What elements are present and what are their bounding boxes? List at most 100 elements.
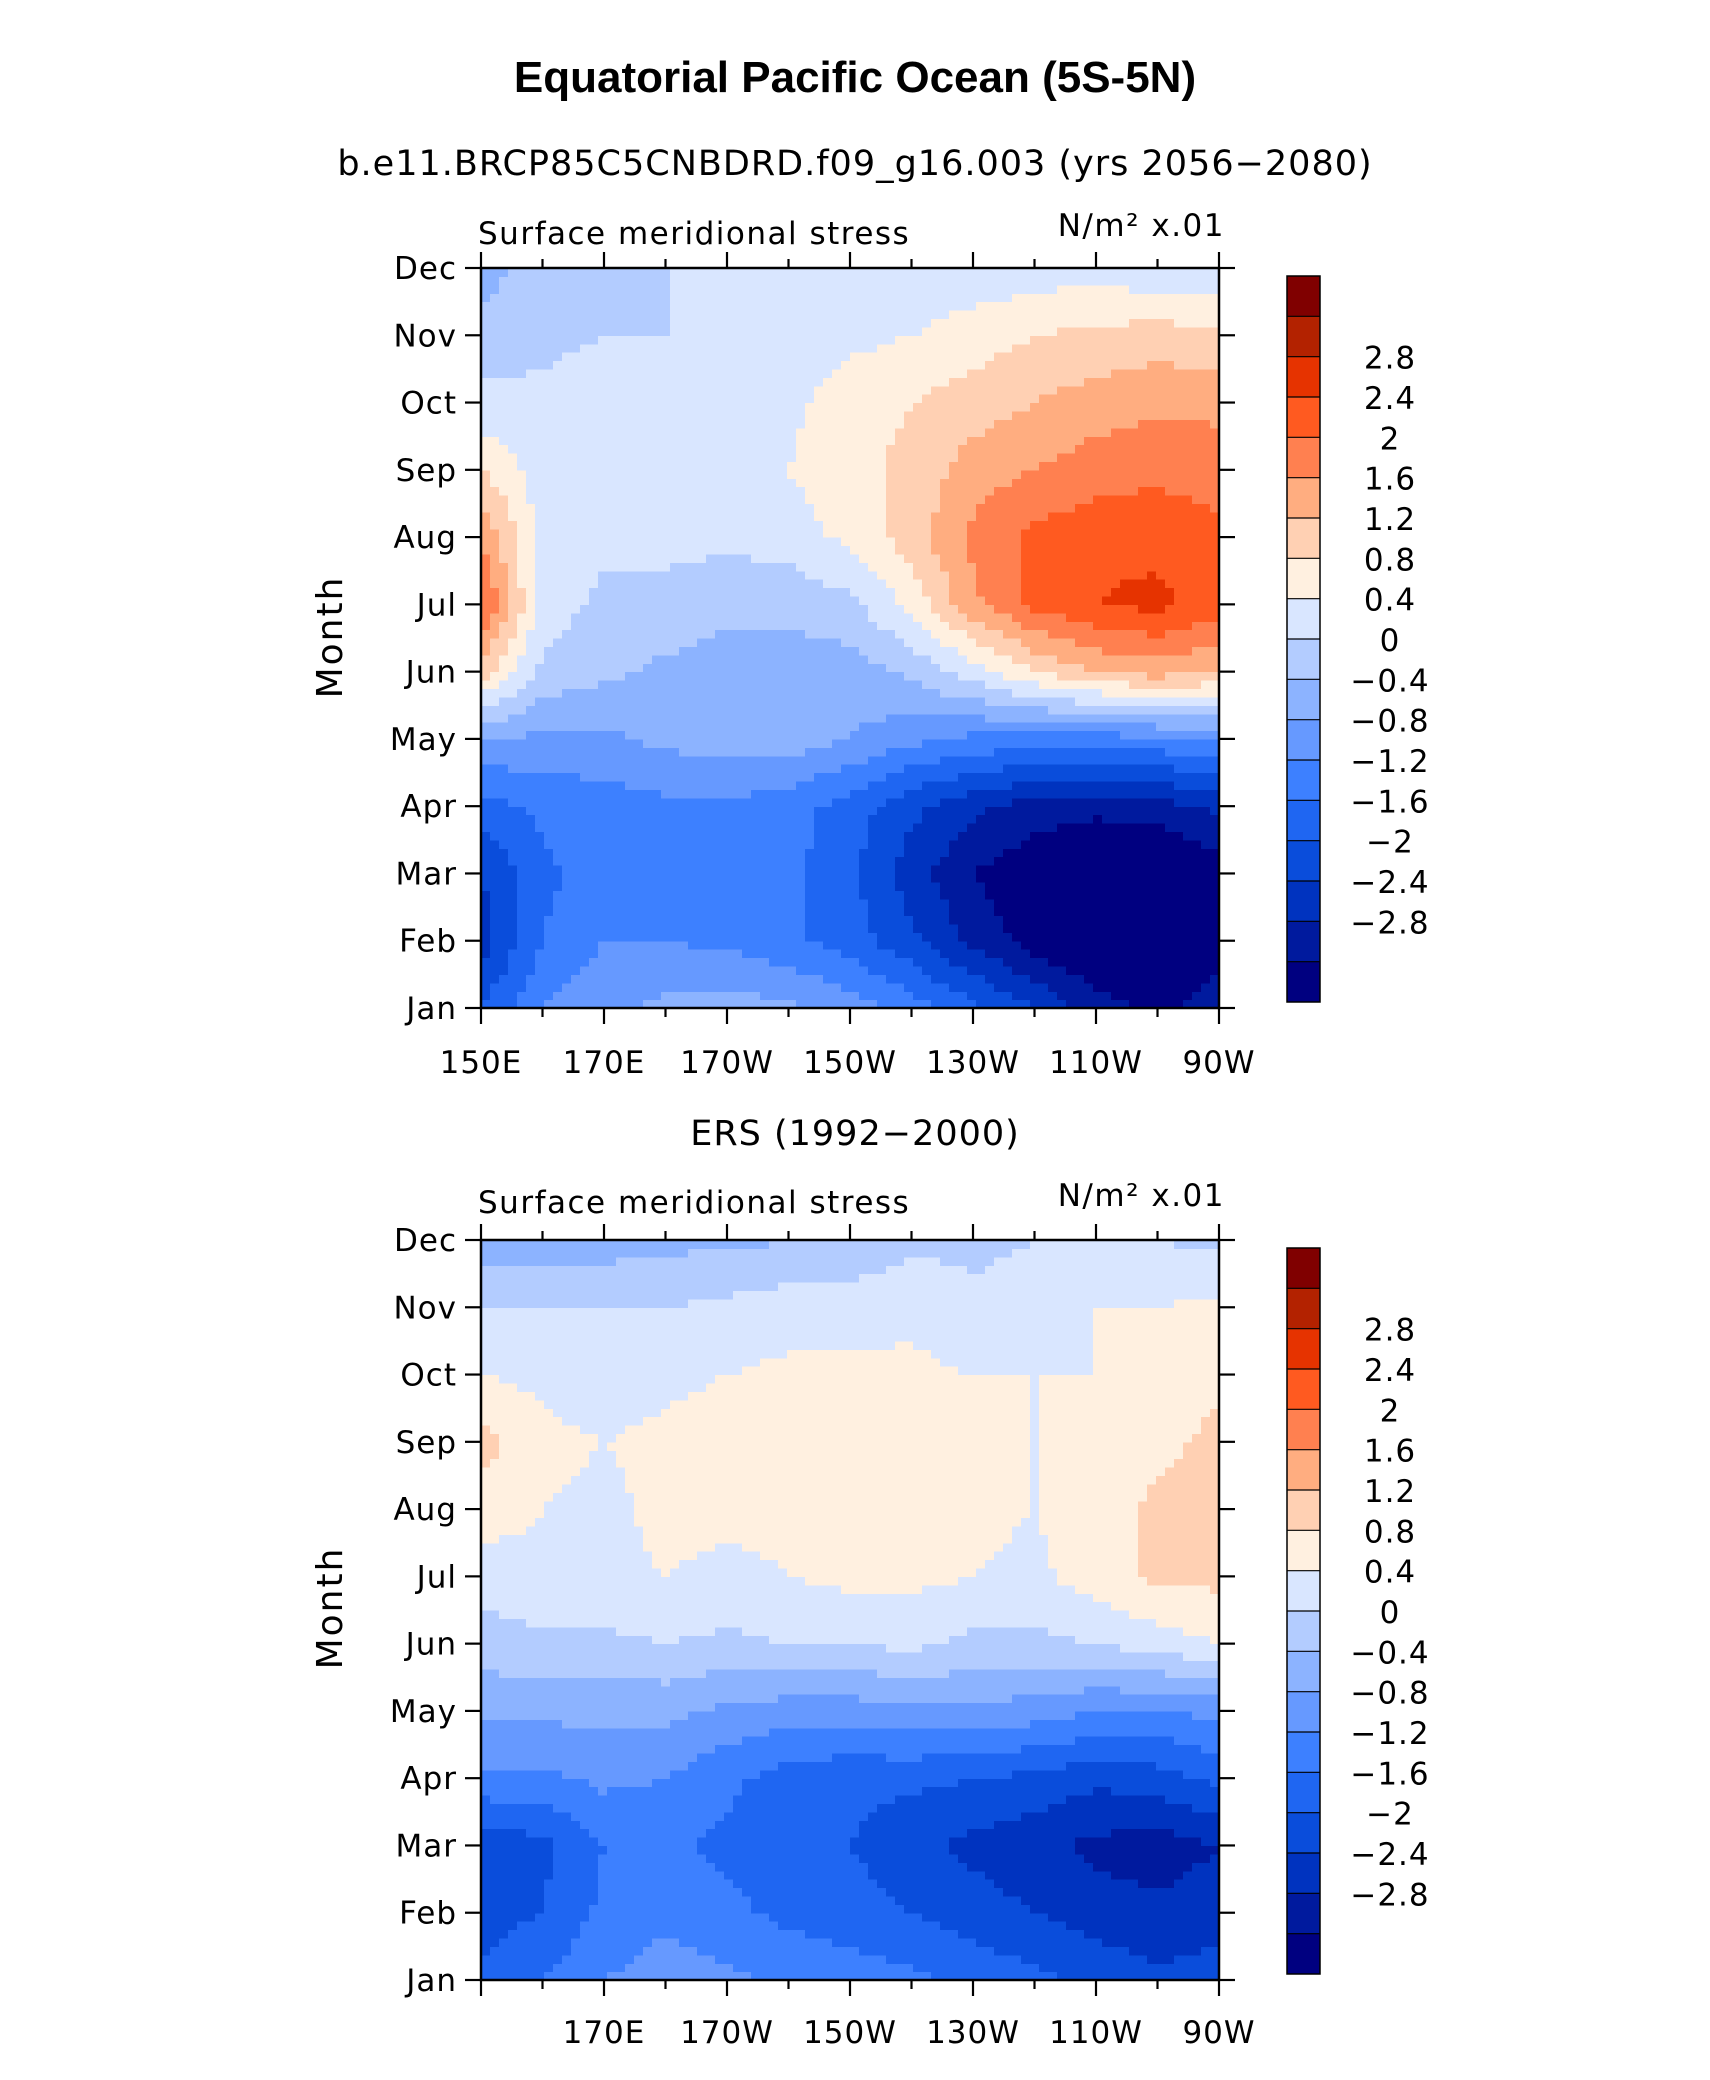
heatmap-cell bbox=[715, 511, 725, 521]
heatmap-cell bbox=[886, 839, 896, 849]
heatmap-cell bbox=[697, 747, 707, 757]
heatmap-cell bbox=[1147, 621, 1157, 631]
heatmap-cell bbox=[661, 881, 671, 891]
heatmap-cell bbox=[481, 982, 491, 992]
heatmap-cell bbox=[751, 780, 761, 790]
heatmap-cell bbox=[967, 915, 977, 925]
heatmap-cell bbox=[1156, 797, 1166, 807]
heatmap-cell bbox=[805, 747, 815, 757]
heatmap-cell bbox=[634, 974, 644, 984]
heatmap-cell bbox=[958, 865, 968, 875]
heatmap-cell bbox=[922, 671, 932, 681]
heatmap-cell bbox=[895, 856, 905, 866]
heatmap-cell bbox=[697, 923, 707, 933]
heatmap-cell bbox=[1111, 991, 1121, 1001]
heatmap-cell bbox=[841, 528, 851, 538]
heatmap-cell bbox=[1021, 680, 1031, 690]
heatmap-cell bbox=[940, 780, 950, 790]
heatmap-cell bbox=[1039, 705, 1049, 715]
heatmap-cell bbox=[490, 553, 500, 563]
heatmap-cell bbox=[967, 528, 977, 538]
heatmap-cell bbox=[796, 587, 806, 597]
heatmap-cell bbox=[1057, 553, 1067, 563]
heatmap-cell bbox=[670, 587, 680, 597]
heatmap-cell bbox=[1210, 772, 1220, 782]
heatmap-cell bbox=[967, 856, 977, 866]
heatmap-cell bbox=[976, 848, 986, 858]
heatmap-cell bbox=[787, 629, 797, 639]
heatmap-cell bbox=[949, 873, 959, 883]
heatmap-cell bbox=[688, 663, 698, 673]
heatmap-cell bbox=[1111, 839, 1121, 849]
heatmap-cell bbox=[994, 503, 1004, 513]
heatmap-cell bbox=[1093, 873, 1103, 883]
heatmap-cell bbox=[1183, 545, 1193, 555]
heatmap-cell bbox=[1030, 856, 1040, 866]
heatmap-cell bbox=[652, 848, 662, 858]
heatmap-cell bbox=[643, 520, 653, 530]
heatmap-cell bbox=[1102, 604, 1112, 614]
heatmap-cell bbox=[1030, 680, 1040, 690]
heatmap-cell bbox=[661, 528, 671, 538]
heatmap-cell bbox=[1039, 671, 1049, 681]
heatmap-cell bbox=[868, 898, 878, 908]
heatmap-cell bbox=[634, 949, 644, 959]
heatmap-cell bbox=[526, 957, 536, 967]
heatmap-cell bbox=[1120, 604, 1130, 614]
heatmap-cell bbox=[814, 873, 824, 883]
heatmap-cell bbox=[1129, 747, 1139, 757]
heatmap-cell bbox=[886, 595, 896, 605]
heatmap-cell bbox=[724, 991, 734, 1001]
heatmap-cell bbox=[724, 562, 734, 572]
heatmap-cell bbox=[958, 898, 968, 908]
heatmap-cell bbox=[1102, 654, 1112, 664]
heatmap-cell bbox=[508, 646, 518, 656]
heatmap-cell bbox=[1183, 814, 1193, 824]
heatmap-cell bbox=[544, 495, 554, 505]
heatmap-cell bbox=[517, 545, 527, 555]
heatmap-cell bbox=[625, 839, 635, 849]
heatmap-cell bbox=[913, 982, 923, 992]
heatmap-cell bbox=[544, 848, 554, 858]
heatmap-cell bbox=[985, 923, 995, 933]
heatmap-cell bbox=[949, 638, 959, 648]
heatmap-cell bbox=[1066, 520, 1076, 530]
heatmap-cell bbox=[1084, 940, 1094, 950]
heatmap-cell bbox=[1201, 865, 1211, 875]
heatmap-cell bbox=[508, 848, 518, 858]
heatmap-cell bbox=[688, 638, 698, 648]
heatmap-cell bbox=[589, 722, 599, 732]
heatmap-cell bbox=[553, 814, 563, 824]
heatmap-cell bbox=[652, 629, 662, 639]
heatmap-cell bbox=[553, 595, 563, 605]
heatmap-cell bbox=[499, 604, 509, 614]
heatmap-cell bbox=[1075, 562, 1085, 572]
heatmap-cell bbox=[1111, 747, 1121, 757]
heatmap-cell bbox=[616, 663, 626, 673]
heatmap-cell bbox=[589, 999, 599, 1009]
heatmap-cell bbox=[832, 646, 842, 656]
heatmap-cell bbox=[724, 545, 734, 555]
heatmap-cell bbox=[670, 629, 680, 639]
heatmap-cell bbox=[544, 747, 554, 757]
heatmap-cell bbox=[985, 738, 995, 748]
heatmap-cell bbox=[715, 696, 725, 706]
heatmap-cell bbox=[859, 890, 869, 900]
heatmap-cell bbox=[616, 991, 626, 1001]
heatmap-cell bbox=[1192, 503, 1202, 513]
heatmap-cell bbox=[1012, 982, 1022, 992]
heatmap-cell bbox=[796, 570, 806, 580]
heatmap-cell bbox=[967, 696, 977, 706]
heatmap-cell bbox=[1120, 553, 1130, 563]
heatmap-cell bbox=[949, 705, 959, 715]
heatmap-cell bbox=[553, 915, 563, 925]
heatmap-cell bbox=[922, 663, 932, 673]
heatmap-cell bbox=[814, 520, 824, 530]
heatmap-cell bbox=[895, 940, 905, 950]
heatmap-cell bbox=[787, 898, 797, 908]
heatmap-cell bbox=[1057, 915, 1067, 925]
heatmap-cell bbox=[850, 982, 860, 992]
heatmap-cell bbox=[1075, 495, 1085, 505]
heatmap-cell bbox=[589, 940, 599, 950]
heatmap-cell bbox=[1084, 612, 1094, 622]
